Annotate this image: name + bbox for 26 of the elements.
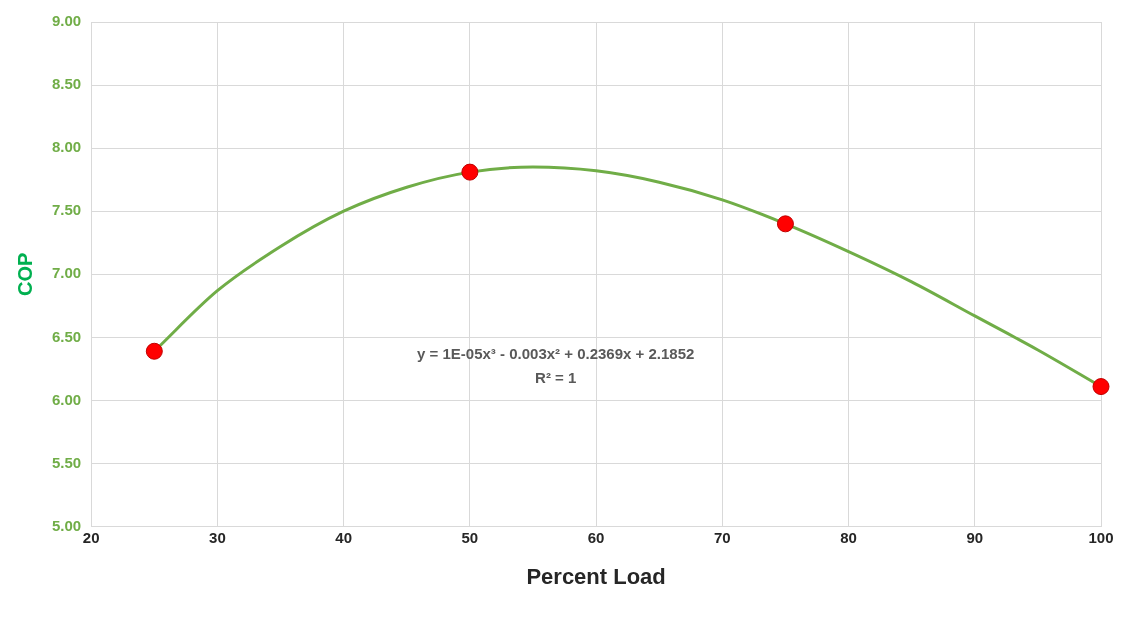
annotation: R² = 1 (535, 369, 577, 387)
x-tick-label: 80 (840, 528, 857, 546)
y-tick-label: 5.50 (51, 453, 82, 471)
x-tick-label: 90 (966, 528, 984, 546)
y-tick-label: 5.00 (51, 516, 82, 534)
point (1092, 378, 1110, 396)
point (145, 342, 163, 360)
y-tick-label: 9.00 (51, 12, 82, 30)
x-tick-label: 100 (1088, 528, 1114, 546)
y-tick-label: 6.00 (51, 390, 82, 408)
y-tick-label: 8.00 (51, 138, 82, 156)
y-tick-label: 6.50 (51, 327, 82, 345)
y-tick-label: 7.50 (51, 201, 82, 219)
point (776, 215, 794, 233)
annotation: y = 1E-05x³ - 0.003x² + 0.2369x + 2.1852 (417, 345, 695, 363)
x-tick-label: 70 (713, 528, 731, 546)
x-tick-label: 20 (82, 528, 100, 546)
x-axis-title: Percent Load (526, 563, 666, 589)
y-tick-label: 7.00 (51, 264, 82, 282)
y-tick-label: 8.50 (51, 75, 82, 93)
x-tick-label: 40 (335, 528, 352, 546)
x-tick-label: 30 (209, 528, 226, 546)
x-tick-label: 50 (461, 528, 479, 546)
y-axis-title: COP (13, 252, 36, 296)
x-tick-label: 60 (587, 528, 605, 546)
point (461, 163, 479, 181)
